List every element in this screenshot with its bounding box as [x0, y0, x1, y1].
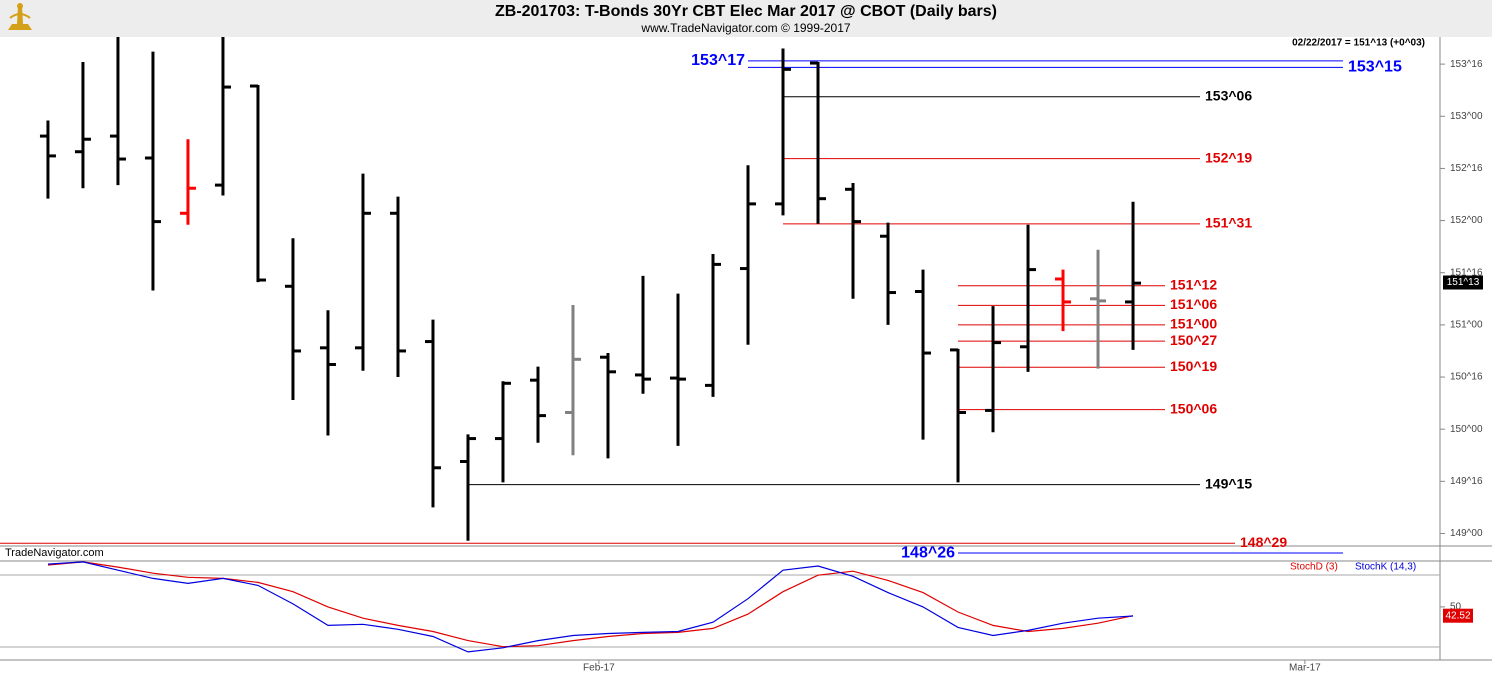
- last-value-box: [1443, 608, 1473, 623]
- last-price-box: [1443, 275, 1483, 290]
- level-label: 148^29: [1240, 534, 1287, 550]
- info-text: 02/22/2017 = 151^13 (+0^03): [1292, 38, 1425, 49]
- level-label: 150^06: [1170, 400, 1217, 416]
- level-label: 153^15: [1348, 59, 1402, 76]
- chart-title: ZB-201703: T-Bonds 30Yr CBT Elec Mar 201…: [495, 3, 997, 20]
- y-tick-label: 152^00: [1450, 215, 1483, 226]
- level-label: 151^31: [1205, 215, 1252, 231]
- level-label: 151^06: [1170, 296, 1217, 312]
- stoch-line: [47, 561, 1134, 653]
- y-tick-label: 150^00: [1450, 424, 1483, 435]
- level-label: 150^27: [1170, 332, 1217, 348]
- x-tick-label: Mar-17: [1289, 663, 1321, 674]
- y-tick-label: 150^16: [1450, 372, 1483, 383]
- y-tick-label: 151^00: [1450, 320, 1483, 331]
- last-value-label: 42.52: [1445, 610, 1470, 621]
- watermark: TradeNavigator.com: [5, 547, 104, 559]
- level-label: 151^00: [1170, 316, 1217, 332]
- chart-subtitle: www.TradeNavigator.com © 1999-2017: [640, 21, 850, 35]
- level-label: 149^15: [1205, 475, 1252, 491]
- level-label: 148^26: [901, 544, 955, 561]
- level-label: 153^17: [691, 52, 745, 69]
- last-price-label: 151^13: [1447, 277, 1480, 288]
- y-tick-label: 153^00: [1450, 111, 1483, 122]
- x-tick-label: Feb-17: [583, 663, 615, 674]
- y-tick-label: 149^16: [1450, 476, 1483, 487]
- legend-label: StochD (3): [1290, 562, 1338, 573]
- y-tick-label: 50: [1450, 602, 1462, 613]
- level-label: 151^12: [1170, 276, 1217, 292]
- level-label: 153^06: [1205, 87, 1252, 103]
- y-tick-label: 151^16: [1450, 267, 1483, 278]
- legend-label: StochK (14,3): [1355, 562, 1416, 573]
- level-label: 152^19: [1205, 149, 1252, 165]
- y-tick-label: 152^16: [1450, 163, 1483, 174]
- level-label: 150^19: [1170, 358, 1217, 374]
- y-tick-label: 153^16: [1450, 59, 1483, 70]
- y-tick-label: 149^00: [1450, 528, 1483, 539]
- logo: [8, 3, 32, 30]
- title-bar: [0, 0, 1492, 37]
